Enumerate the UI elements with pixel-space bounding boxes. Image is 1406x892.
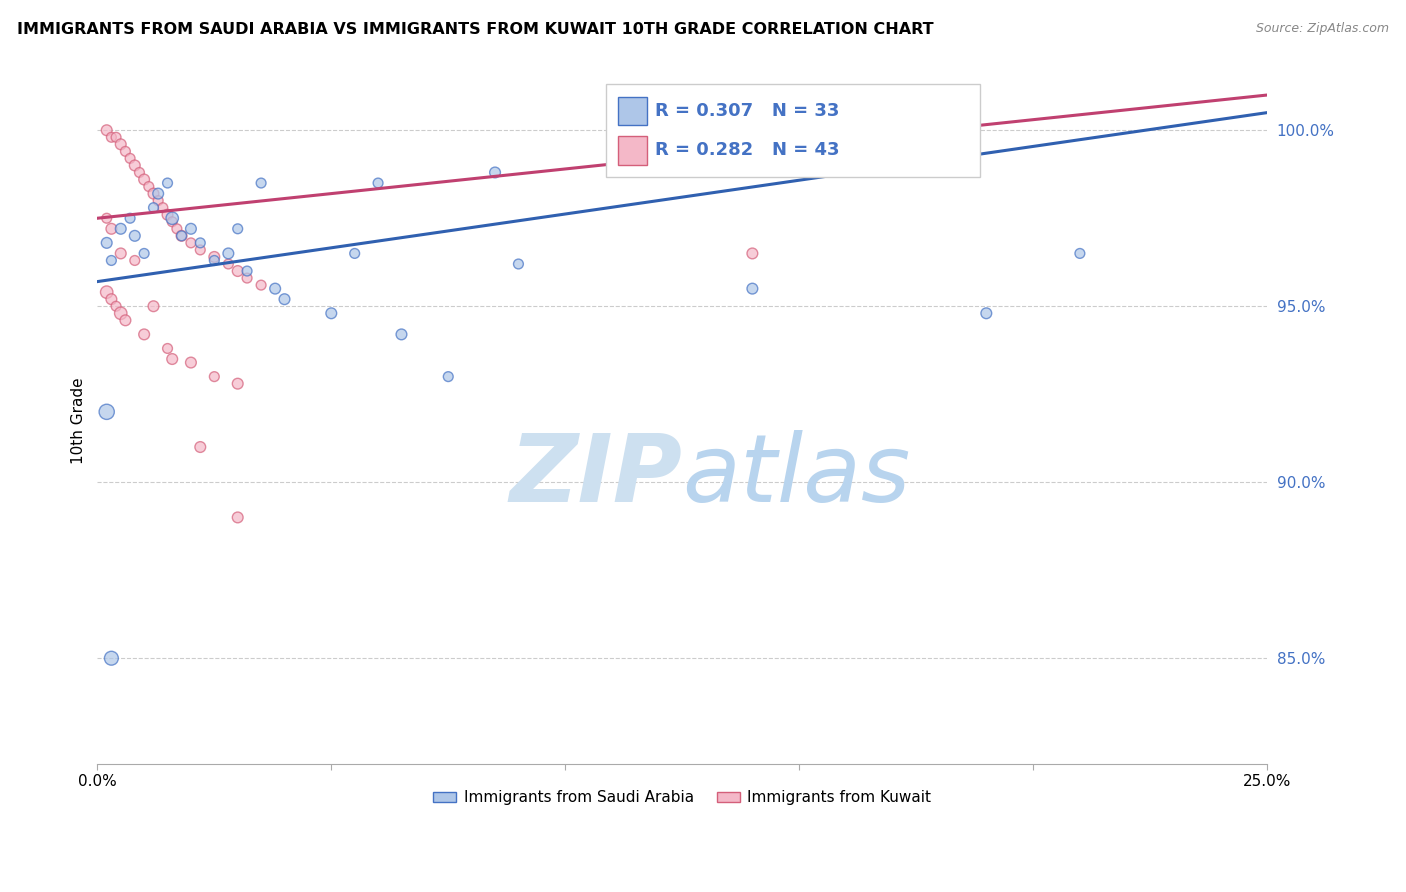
Point — [96, 235, 118, 250]
Point — [142, 186, 165, 201]
Point — [391, 327, 413, 342]
Point — [217, 257, 239, 271]
Point — [166, 221, 188, 235]
Y-axis label: 10th Grade: 10th Grade — [72, 377, 86, 464]
Point — [202, 250, 225, 264]
Point — [321, 306, 343, 320]
Point — [226, 264, 249, 278]
Point — [156, 208, 179, 222]
Point — [124, 253, 146, 268]
Point — [226, 221, 249, 235]
Point — [152, 201, 174, 215]
Point — [156, 342, 179, 356]
Point — [217, 246, 239, 260]
Point — [250, 176, 273, 190]
Point — [835, 123, 858, 137]
Text: ZIP: ZIP — [509, 430, 682, 522]
FancyBboxPatch shape — [617, 96, 647, 126]
Point — [226, 376, 249, 391]
Point — [105, 299, 128, 313]
Point — [105, 130, 128, 145]
Point — [343, 246, 366, 260]
Point — [96, 405, 118, 419]
Point — [134, 246, 156, 260]
Point — [226, 510, 249, 524]
Point — [180, 221, 202, 235]
Text: atlas: atlas — [682, 430, 911, 521]
Point — [146, 194, 169, 208]
Point — [100, 292, 122, 306]
Point — [96, 123, 118, 137]
Point — [437, 369, 460, 384]
Text: IMMIGRANTS FROM SAUDI ARABIA VS IMMIGRANTS FROM KUWAIT 10TH GRADE CORRELATION CH: IMMIGRANTS FROM SAUDI ARABIA VS IMMIGRAN… — [17, 22, 934, 37]
Point — [138, 179, 160, 194]
Point — [110, 221, 132, 235]
Point — [160, 215, 183, 229]
Point — [170, 228, 193, 243]
Point — [110, 137, 132, 152]
Point — [128, 165, 150, 179]
Point — [114, 313, 136, 327]
Point — [124, 228, 146, 243]
Point — [156, 176, 179, 190]
Point — [142, 299, 165, 313]
Point — [134, 172, 156, 186]
Point — [100, 253, 122, 268]
Point — [180, 355, 202, 369]
Point — [188, 440, 211, 454]
Point — [96, 211, 118, 226]
Point — [170, 228, 193, 243]
Point — [273, 292, 295, 306]
Point — [100, 651, 122, 665]
Point — [1069, 246, 1091, 260]
Point — [741, 282, 763, 296]
Point — [96, 285, 118, 300]
Point — [484, 165, 506, 179]
Point — [236, 264, 259, 278]
Point — [142, 201, 165, 215]
Point — [160, 211, 183, 226]
Point — [976, 306, 998, 320]
Point — [250, 278, 273, 293]
Text: R = 0.282   N = 43: R = 0.282 N = 43 — [655, 141, 839, 159]
FancyBboxPatch shape — [606, 85, 980, 177]
Point — [741, 246, 763, 260]
Point — [100, 130, 122, 145]
Point — [202, 369, 225, 384]
Point — [202, 253, 225, 268]
Point — [146, 186, 169, 201]
Point — [134, 327, 156, 342]
FancyBboxPatch shape — [617, 136, 647, 165]
Point — [160, 352, 183, 367]
Point — [100, 221, 122, 235]
Point — [188, 235, 211, 250]
Point — [120, 152, 142, 166]
Point — [508, 257, 530, 271]
Point — [120, 211, 142, 226]
Text: R = 0.307   N = 33: R = 0.307 N = 33 — [655, 102, 839, 120]
Text: Source: ZipAtlas.com: Source: ZipAtlas.com — [1256, 22, 1389, 36]
Point — [124, 158, 146, 172]
Point — [110, 246, 132, 260]
Legend: Immigrants from Saudi Arabia, Immigrants from Kuwait: Immigrants from Saudi Arabia, Immigrants… — [425, 781, 941, 814]
Point — [236, 271, 259, 285]
Point — [264, 282, 287, 296]
Point — [367, 176, 389, 190]
Point — [180, 235, 202, 250]
Point — [114, 145, 136, 159]
Point — [188, 243, 211, 257]
Point — [110, 306, 132, 320]
